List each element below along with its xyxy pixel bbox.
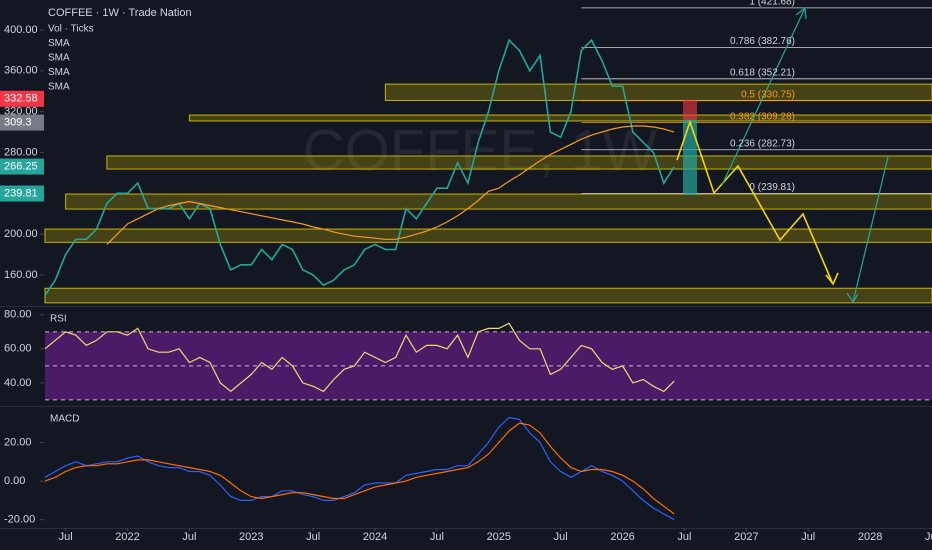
fib-label: 0.382 (309.28) (730, 111, 795, 122)
x-tick-label: 2022 (115, 531, 139, 543)
x-tick-label: Jul (182, 531, 196, 543)
x-tick-label: Jul (925, 531, 932, 543)
price-badge-label: 266.25 (4, 160, 38, 172)
zone (384, 83, 932, 101)
zone (188, 114, 932, 122)
x-tick-label: 2028 (858, 531, 882, 543)
arrow-head (795, 6, 807, 20)
plot-layer (40, 7, 932, 521)
zone (65, 193, 932, 210)
series-line (44, 422, 675, 515)
price-badge (0, 114, 44, 131)
y-tick-label: 80.00 (4, 309, 32, 321)
price-badge-label: 239.81 (4, 187, 38, 199)
pane-title: RSI (50, 314, 67, 325)
arrow-head (825, 272, 839, 286)
indicator-label: SMA (48, 82, 70, 93)
chart-title: COFFEE · 1W · Trade Nation (48, 7, 192, 19)
series-line (44, 38, 675, 296)
risk-box (683, 100, 697, 120)
indicator-label: SMA (48, 67, 70, 78)
x-tick-label: 2025 (487, 531, 511, 543)
series-line (44, 322, 675, 393)
indicator-label: SMA (48, 53, 70, 64)
price-badge-label: 309.3 (4, 116, 32, 128)
price-badge-label: 332.58 (4, 93, 38, 105)
price-badge (0, 90, 44, 107)
indicator-label: SMA (48, 38, 70, 49)
zone (44, 228, 932, 243)
price-badge (0, 158, 44, 175)
fib-label: 1 (421.68) (749, 0, 795, 8)
x-tick-label: 2026 (610, 531, 634, 543)
y-tick-label: 160.00 (4, 269, 38, 281)
y-tick-label: 60.00 (4, 343, 32, 355)
y-tick-label: 40.00 (4, 377, 32, 389)
y-tick-label: 200.00 (4, 228, 38, 240)
fib-label: 0 (239.81) (749, 182, 795, 193)
series-line (106, 125, 675, 245)
y-tick-label: 280.00 (4, 146, 38, 158)
y-tick-label: 320.00 (4, 106, 38, 118)
y-tick-label: 360.00 (4, 65, 38, 77)
indicator-label: Vol · Ticks (48, 24, 94, 35)
pane-title: MACD (50, 414, 79, 425)
x-tick-label: Jul (430, 531, 444, 543)
target-arrow (721, 7, 806, 186)
watermark: COFFEE, 1W (303, 118, 658, 183)
x-tick-label: 2023 (239, 531, 263, 543)
projection (676, 6, 889, 304)
series-line (44, 416, 675, 521)
zone (106, 155, 932, 170)
y-tick-label: 400.00 (4, 24, 38, 36)
x-tick-label: Jul (59, 531, 73, 543)
x-tick-label: Jul (306, 531, 320, 543)
arrow-head (846, 292, 859, 304)
x-tick-label: 2027 (734, 531, 758, 543)
fib-label: 0.5 (330.75) (741, 89, 795, 100)
x-tick-label: Jul (801, 531, 815, 543)
reward-box (683, 120, 697, 195)
x-tick-label: Jul (677, 531, 691, 543)
fib-label: 0.786 (382.76) (730, 36, 795, 47)
target-arrow (852, 156, 889, 303)
x-tick-label: Jul (554, 531, 568, 543)
y-tick-label: 0.00 (4, 475, 25, 487)
y-tick-label: -20.00 (4, 514, 35, 526)
x-tick-label: 2024 (363, 531, 387, 543)
fib-label: 0.236 (282.73) (730, 138, 795, 149)
fib-label: 0.618 (352.21) (730, 67, 795, 78)
price-badge (0, 185, 44, 202)
y-tick-label: 20.00 (4, 436, 32, 448)
zone (44, 287, 932, 304)
projection-path (676, 119, 833, 283)
